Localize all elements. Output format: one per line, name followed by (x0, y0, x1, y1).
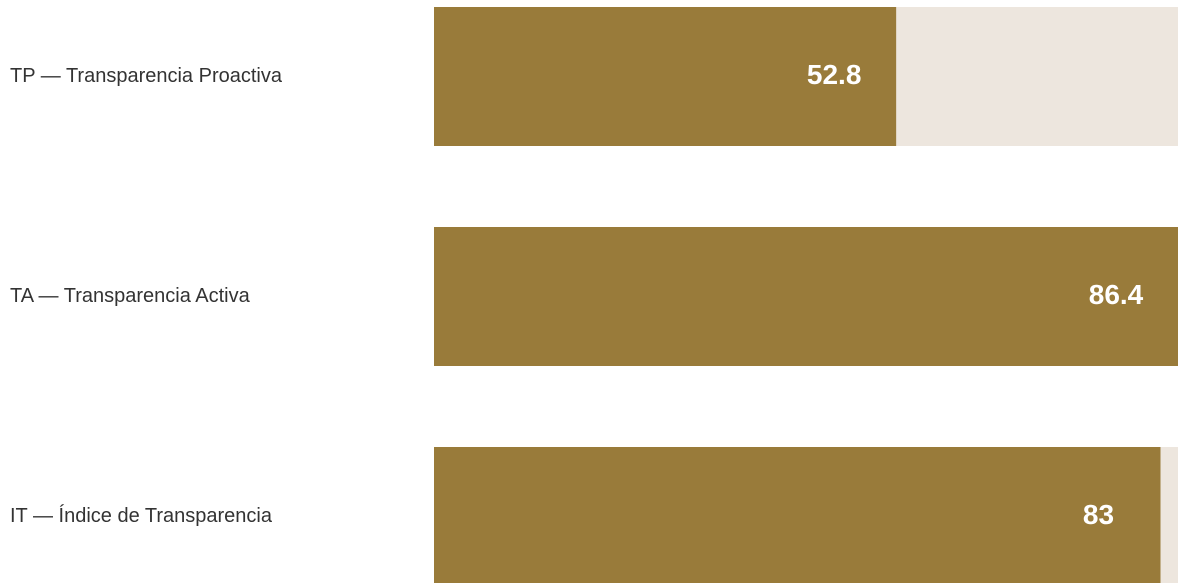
bar (434, 227, 1178, 366)
category-label: IT — Índice de Transparencia (10, 504, 273, 527)
value-label: 83 (1083, 499, 1114, 530)
bar (434, 7, 897, 146)
value-label: 86.4 (1089, 279, 1144, 310)
bar (434, 447, 1161, 583)
value-label: 52.8 (807, 59, 862, 90)
category-label: TP — Transparencia Proactiva (10, 65, 283, 87)
category-label: TA — Transparencia Activa (10, 285, 251, 307)
